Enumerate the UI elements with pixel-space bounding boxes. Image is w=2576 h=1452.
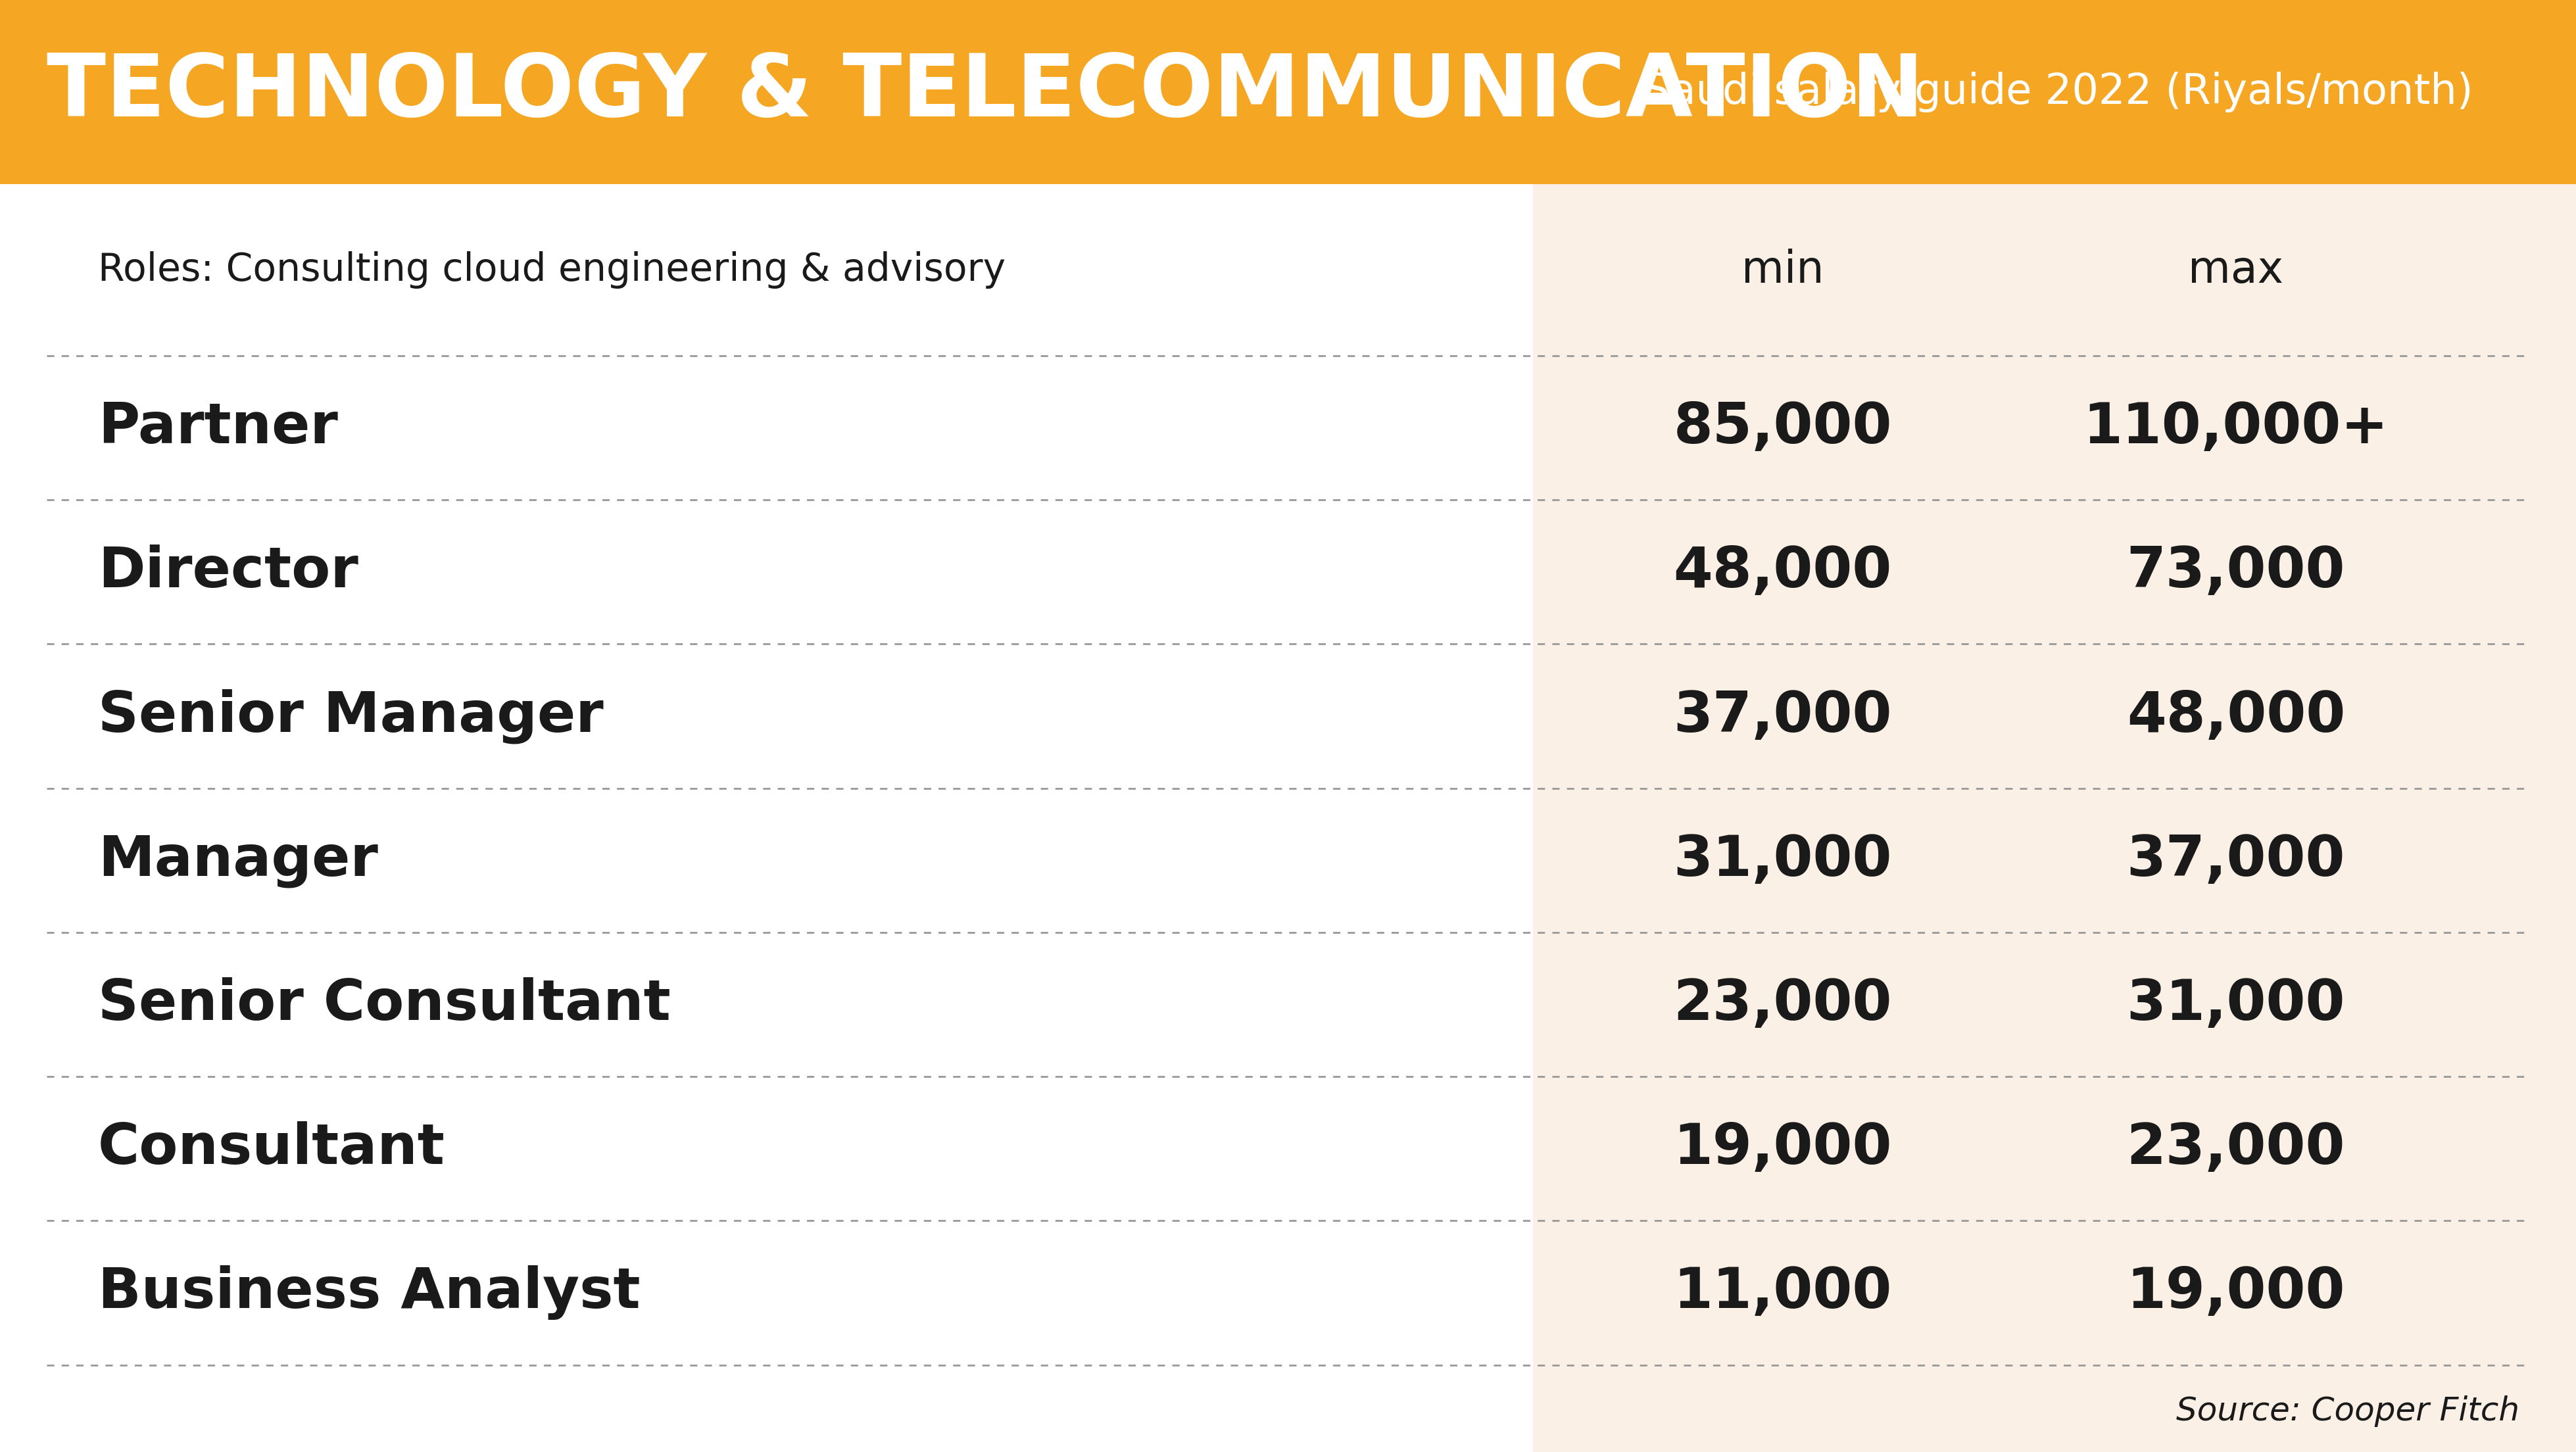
Bar — [0, 184, 1533, 1452]
Text: Partner: Partner — [98, 401, 337, 454]
Text: 23,000: 23,000 — [1674, 977, 1891, 1032]
Text: Senior Manager: Senior Manager — [98, 688, 603, 743]
Text: Senior Consultant: Senior Consultant — [98, 977, 670, 1032]
Text: min: min — [1741, 248, 1824, 292]
Text: 31,000: 31,000 — [1674, 833, 1891, 887]
Text: Source: Cooper Fitch: Source: Cooper Fitch — [2177, 1395, 2519, 1427]
Text: 73,000: 73,000 — [2128, 544, 2344, 600]
Text: 37,000: 37,000 — [1674, 688, 1891, 743]
Text: 19,000: 19,000 — [1674, 1121, 1891, 1176]
Text: 23,000: 23,000 — [2128, 1121, 2344, 1176]
Text: Saudi salary guide 2022 (Riyals/month): Saudi salary guide 2022 (Riyals/month) — [1643, 71, 2473, 113]
Text: max: max — [2187, 248, 2285, 292]
Text: 110,000+: 110,000+ — [2084, 401, 2388, 454]
Text: Manager: Manager — [98, 833, 379, 887]
Text: 85,000: 85,000 — [1674, 401, 1891, 454]
Text: 48,000: 48,000 — [1674, 544, 1891, 600]
Bar — [1533, 184, 2576, 1452]
Text: Roles: Consulting cloud engineering & advisory: Roles: Consulting cloud engineering & ad… — [98, 251, 1005, 289]
Text: Business Analyst: Business Analyst — [98, 1266, 641, 1320]
Text: TECHNOLOGY & TELECOMMUNICATION: TECHNOLOGY & TELECOMMUNICATION — [46, 51, 1924, 134]
Text: Consultant: Consultant — [98, 1121, 446, 1176]
Text: 48,000: 48,000 — [2128, 688, 2344, 743]
Text: 37,000: 37,000 — [2128, 833, 2344, 887]
Bar — [0, 0, 2576, 184]
Text: 11,000: 11,000 — [1674, 1266, 1891, 1320]
Text: Director: Director — [98, 544, 358, 600]
Text: 19,000: 19,000 — [2128, 1266, 2344, 1320]
Text: 31,000: 31,000 — [2128, 977, 2344, 1032]
